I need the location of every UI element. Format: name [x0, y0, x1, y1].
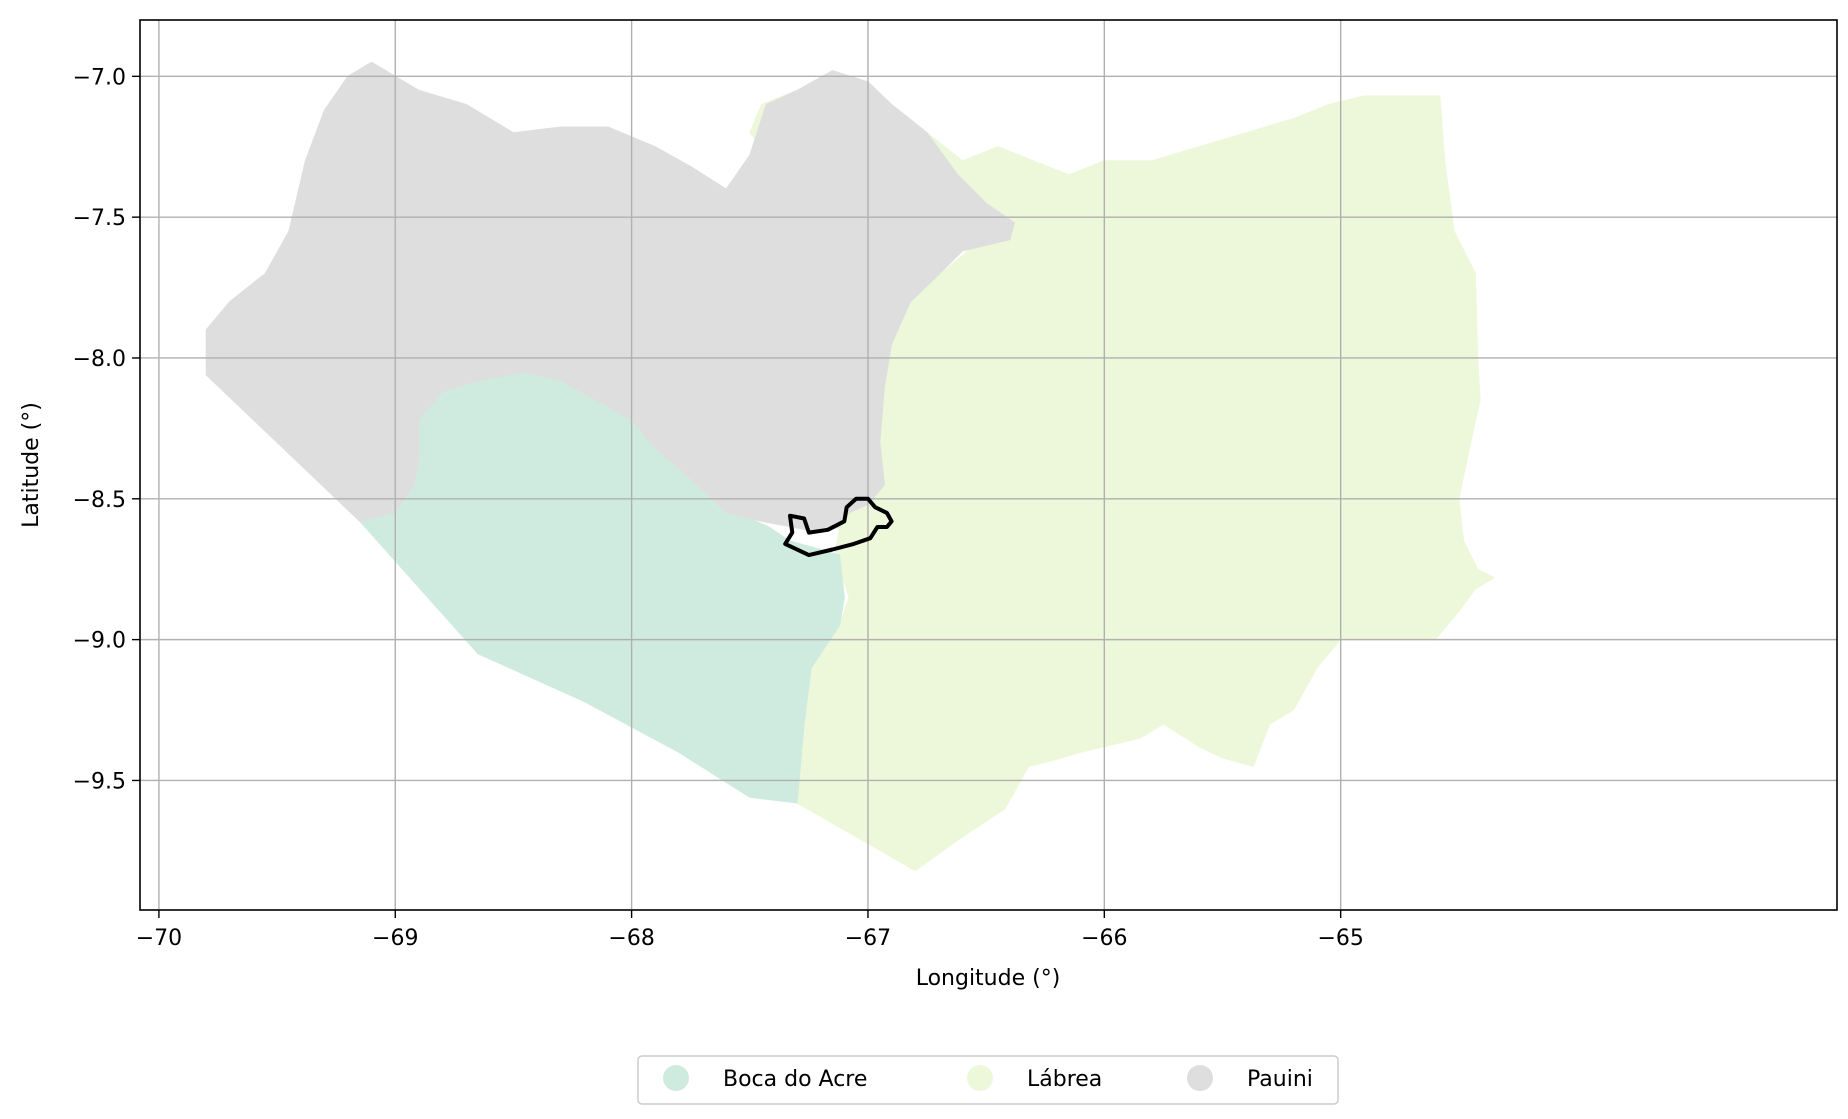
region-pauini — [205, 61, 1016, 534]
y-tick-label: −7.0 — [73, 65, 126, 90]
x-tick-label: −67 — [845, 926, 891, 951]
legend-swatch-labrea — [967, 1065, 993, 1091]
legend-swatch-pauini — [1187, 1065, 1213, 1091]
x-tick-label: −66 — [1081, 926, 1127, 951]
y-tick-label: −9.5 — [73, 769, 126, 794]
legend-label-pauini: Pauini — [1247, 1067, 1313, 1092]
legend-label-labrea: Lábrea — [1027, 1067, 1102, 1092]
x-tick-label: −69 — [372, 926, 418, 951]
x-axis-label: Longitude (°) — [916, 966, 1061, 991]
y-tick-label: −8.5 — [73, 488, 126, 513]
x-tick-label: −68 — [608, 926, 654, 951]
y-axis-label: Latitude (°) — [19, 402, 44, 528]
legend: Boca do Acre Lábrea Pauini — [637, 1055, 1339, 1105]
x-axis-ticks: −70 −69 −68 −67 −66 −65 — [136, 910, 1364, 951]
regions-layer — [205, 61, 1496, 872]
grid-layer — [140, 20, 1837, 910]
y-tick-label: −9.0 — [73, 629, 126, 654]
y-tick-label: −8.0 — [73, 347, 126, 372]
y-axis-ticks: −7.0 −7.5 −8.0 −8.5 −9.0 −9.5 — [73, 65, 140, 794]
legend-label-boca-do-acre: Boca do Acre — [723, 1067, 867, 1092]
plot-frame — [139, 19, 1838, 911]
highlight-outline — [783, 496, 894, 558]
y-tick-label: −7.5 — [73, 206, 126, 231]
legend-swatch-boca-do-acre — [663, 1065, 689, 1091]
x-tick-label: −70 — [136, 926, 182, 951]
outline-layer — [783, 496, 894, 558]
x-tick-label: −65 — [1317, 926, 1363, 951]
